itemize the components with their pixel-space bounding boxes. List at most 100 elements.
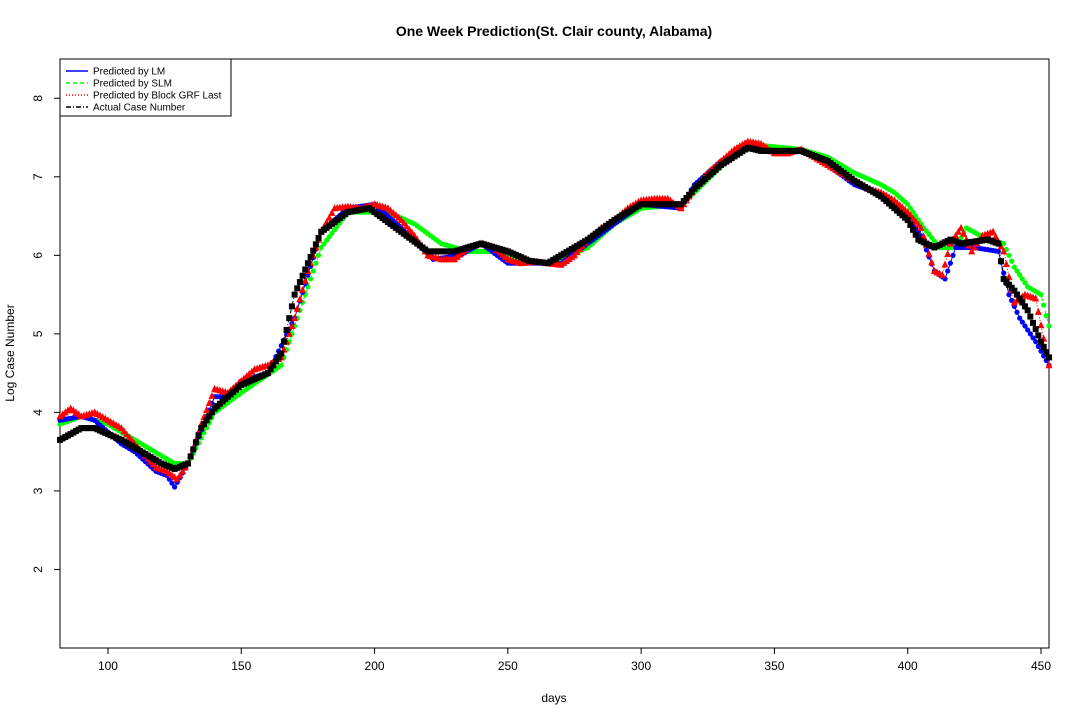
data-point: [172, 484, 178, 490]
data-point: [195, 432, 202, 439]
data-point: [910, 209, 916, 215]
legend-box: [59, 58, 232, 117]
data-point: [1014, 309, 1020, 315]
data-point: [1009, 258, 1015, 264]
data-point: [1005, 272, 1013, 280]
data-point: [1014, 291, 1021, 298]
data-point: [938, 270, 946, 278]
data-point: [286, 315, 293, 322]
data-point: [686, 191, 693, 198]
data-point: [184, 460, 191, 467]
data-point: [176, 471, 184, 479]
y-axis-label: Log Case Number: [3, 304, 17, 401]
data-point: [1017, 315, 1023, 321]
data-point: [294, 285, 301, 292]
data-point: [1019, 319, 1025, 325]
series-layer: [56, 137, 1053, 490]
data-point: [1019, 276, 1025, 282]
x-tick-label: 100: [98, 659, 118, 673]
data-point: [307, 276, 314, 282]
series-actual-case-number: [57, 144, 1052, 472]
data-point: [264, 370, 271, 377]
data-point: [278, 350, 285, 357]
data-point: [1030, 319, 1037, 326]
data-point: [1022, 280, 1028, 286]
data-point: [1001, 270, 1007, 276]
x-tick-label: 400: [898, 659, 918, 673]
data-point: [680, 198, 687, 205]
y-tick-label: 3: [31, 487, 45, 494]
x-tick-label: 150: [231, 659, 251, 673]
data-point: [208, 391, 216, 399]
x-axis-label: days: [541, 691, 566, 705]
data-point: [904, 216, 911, 223]
data-point: [323, 237, 330, 244]
data-point: [928, 258, 936, 266]
data-point: [912, 231, 919, 238]
data-point: [329, 230, 335, 236]
data-point: [1019, 299, 1026, 306]
series-predicted-by-lm: [57, 142, 1052, 490]
data-point: [944, 250, 952, 258]
data-point: [321, 241, 327, 247]
data-point: [313, 260, 319, 266]
data-point: [950, 252, 956, 258]
data-point: [296, 295, 304, 303]
data-point: [318, 244, 324, 251]
data-point: [1038, 292, 1044, 298]
data-point: [169, 480, 175, 486]
legend-label: Predicted by Block GRF Last: [93, 91, 222, 102]
data-point: [203, 406, 211, 414]
data-point: [688, 188, 695, 195]
data-point: [302, 266, 309, 273]
data-point: [970, 243, 978, 251]
data-point: [179, 467, 187, 475]
data-point: [1045, 361, 1053, 369]
data-point: [328, 208, 336, 216]
data-point: [1035, 332, 1042, 339]
data-point: [957, 223, 965, 231]
data-point: [1027, 331, 1033, 337]
legend-label: Actual Case Number: [93, 103, 186, 114]
data-point: [1006, 292, 1012, 298]
data-point: [1027, 313, 1034, 320]
data-point: [283, 326, 290, 333]
data-point: [200, 421, 207, 428]
data-point: [291, 291, 298, 298]
data-point: [1017, 272, 1023, 278]
data-point: [1037, 321, 1045, 329]
data-point: [1025, 327, 1031, 333]
data-point: [312, 241, 319, 248]
data-point: [326, 234, 332, 240]
data-point: [288, 322, 296, 330]
data-point: [208, 409, 215, 416]
data-point: [907, 221, 914, 228]
data-point: [278, 362, 284, 368]
data-point: [989, 227, 997, 235]
plot-frame: [59, 58, 1050, 649]
data-point: [968, 247, 976, 255]
data-point: [910, 226, 917, 233]
data-point: [1030, 335, 1036, 341]
data-point: [1035, 343, 1041, 350]
data-point: [190, 446, 197, 453]
data-point: [203, 417, 210, 424]
data-point: [293, 304, 301, 312]
data-point: [1006, 252, 1012, 258]
data-point: [285, 329, 293, 337]
data-point: [1022, 323, 1028, 329]
data-point: [947, 260, 953, 266]
x-tick-label: 450: [1031, 659, 1051, 673]
data-point: [198, 425, 205, 432]
data-point: [192, 439, 199, 446]
data-point: [325, 213, 333, 221]
data-point: [299, 272, 306, 279]
data-point: [952, 231, 960, 239]
x-tick-label: 350: [764, 659, 784, 673]
data-point: [1033, 339, 1039, 345]
chart-title: One Week Prediction(St. Clair county, Al…: [396, 23, 712, 39]
data-point: [280, 338, 287, 345]
data-point: [998, 258, 1005, 265]
data-point: [1016, 295, 1023, 302]
data-point: [907, 205, 913, 211]
